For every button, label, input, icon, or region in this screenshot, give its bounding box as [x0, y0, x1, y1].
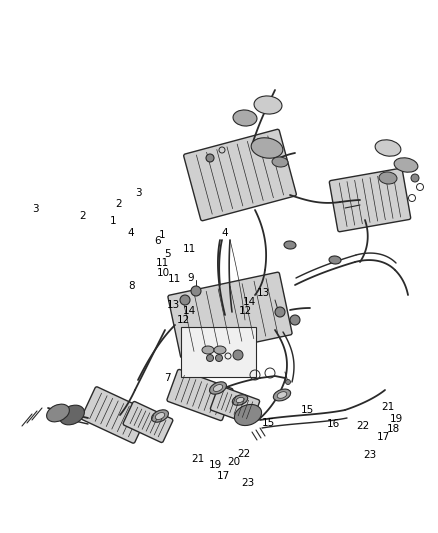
FancyBboxPatch shape [184, 130, 297, 221]
Circle shape [286, 379, 290, 384]
Ellipse shape [236, 398, 244, 402]
Text: 3: 3 [32, 205, 39, 214]
Text: 22: 22 [237, 449, 250, 458]
Ellipse shape [234, 405, 261, 425]
FancyBboxPatch shape [81, 387, 149, 443]
Ellipse shape [155, 413, 165, 419]
Ellipse shape [379, 172, 397, 184]
Bar [180, 327, 255, 377]
Ellipse shape [152, 410, 169, 422]
Text: 14: 14 [243, 297, 256, 306]
Text: 11: 11 [183, 245, 196, 254]
Ellipse shape [284, 241, 296, 249]
Ellipse shape [272, 157, 288, 167]
Ellipse shape [273, 389, 291, 401]
Ellipse shape [202, 346, 214, 354]
Text: 3: 3 [135, 189, 142, 198]
Circle shape [215, 354, 223, 361]
Text: 21: 21 [381, 402, 395, 411]
Text: 17: 17 [377, 432, 390, 442]
Circle shape [275, 307, 285, 317]
Text: 2: 2 [79, 212, 86, 221]
Text: 19: 19 [209, 461, 222, 470]
Ellipse shape [209, 382, 226, 394]
Text: 4: 4 [127, 228, 134, 238]
Ellipse shape [329, 256, 341, 264]
FancyBboxPatch shape [168, 272, 292, 358]
Text: 22: 22 [357, 422, 370, 431]
Circle shape [206, 154, 214, 162]
Text: 11: 11 [156, 259, 170, 268]
Ellipse shape [233, 110, 257, 126]
Text: 23: 23 [241, 478, 254, 488]
Circle shape [191, 286, 201, 296]
Ellipse shape [254, 96, 282, 114]
Text: 1: 1 [110, 216, 117, 226]
Text: 21: 21 [191, 455, 205, 464]
Ellipse shape [394, 158, 418, 172]
FancyBboxPatch shape [123, 401, 173, 442]
Text: 10: 10 [156, 268, 170, 278]
FancyBboxPatch shape [329, 168, 411, 232]
Circle shape [206, 354, 213, 361]
Text: 15: 15 [261, 418, 275, 427]
Text: 6: 6 [154, 236, 161, 246]
Ellipse shape [232, 395, 248, 405]
Text: 19: 19 [390, 415, 403, 424]
Circle shape [180, 295, 190, 305]
Ellipse shape [251, 138, 283, 158]
Text: 12: 12 [177, 316, 190, 325]
Text: 5: 5 [164, 249, 171, 259]
Circle shape [411, 174, 419, 182]
Text: 18: 18 [387, 424, 400, 433]
Text: 2: 2 [115, 199, 122, 209]
Ellipse shape [213, 384, 223, 391]
Text: 1: 1 [159, 230, 166, 239]
Text: 20: 20 [227, 457, 240, 466]
Text: 23: 23 [363, 450, 376, 459]
Circle shape [233, 350, 243, 360]
Text: 7: 7 [164, 374, 171, 383]
Text: 15: 15 [301, 406, 314, 415]
Circle shape [290, 315, 300, 325]
Text: 9: 9 [187, 273, 194, 283]
Text: 13: 13 [167, 301, 180, 310]
Text: 16: 16 [327, 419, 340, 429]
FancyBboxPatch shape [210, 386, 260, 424]
FancyBboxPatch shape [167, 369, 233, 421]
Text: 17: 17 [217, 471, 230, 481]
Text: 14: 14 [183, 306, 196, 316]
Text: 11: 11 [168, 274, 181, 284]
Ellipse shape [60, 405, 85, 425]
Ellipse shape [375, 140, 401, 156]
Text: 8: 8 [128, 281, 135, 290]
Text: 12: 12 [239, 306, 252, 316]
Ellipse shape [214, 346, 226, 354]
Ellipse shape [46, 404, 69, 422]
Text: 4: 4 [221, 228, 228, 238]
Text: 13: 13 [257, 288, 270, 297]
Ellipse shape [277, 392, 287, 398]
